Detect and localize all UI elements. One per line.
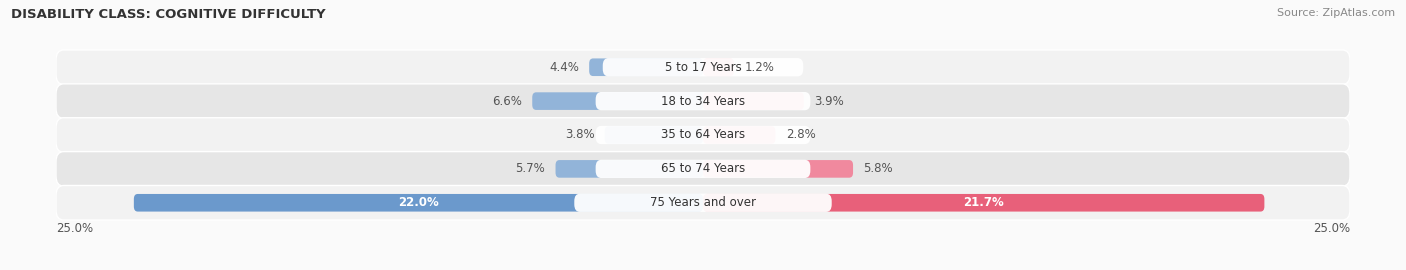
FancyBboxPatch shape (703, 92, 804, 110)
Text: 1.2%: 1.2% (744, 61, 775, 74)
Text: DISABILITY CLASS: COGNITIVE DIFFICULTY: DISABILITY CLASS: COGNITIVE DIFFICULTY (11, 8, 326, 21)
Text: 25.0%: 25.0% (56, 222, 93, 235)
Text: 22.0%: 22.0% (398, 196, 439, 209)
Text: 5.7%: 5.7% (516, 162, 546, 176)
Text: 3.9%: 3.9% (814, 94, 844, 108)
FancyBboxPatch shape (703, 126, 776, 144)
FancyBboxPatch shape (574, 194, 832, 212)
Text: 3.8%: 3.8% (565, 129, 595, 141)
Text: 4.4%: 4.4% (548, 61, 579, 74)
FancyBboxPatch shape (56, 50, 1350, 85)
Text: 5 to 17 Years: 5 to 17 Years (665, 61, 741, 74)
FancyBboxPatch shape (703, 58, 734, 76)
Text: 2.8%: 2.8% (786, 129, 815, 141)
FancyBboxPatch shape (134, 194, 703, 212)
FancyBboxPatch shape (596, 92, 810, 110)
Text: 6.6%: 6.6% (492, 94, 522, 108)
Text: 35 to 64 Years: 35 to 64 Years (661, 129, 745, 141)
FancyBboxPatch shape (703, 160, 853, 178)
Text: Source: ZipAtlas.com: Source: ZipAtlas.com (1277, 8, 1395, 18)
FancyBboxPatch shape (603, 58, 803, 76)
Text: 75 Years and over: 75 Years and over (650, 196, 756, 209)
FancyBboxPatch shape (56, 151, 1350, 186)
Text: 21.7%: 21.7% (963, 196, 1004, 209)
Text: 25.0%: 25.0% (1313, 222, 1350, 235)
Text: 18 to 34 Years: 18 to 34 Years (661, 94, 745, 108)
FancyBboxPatch shape (533, 92, 703, 110)
FancyBboxPatch shape (589, 58, 703, 76)
FancyBboxPatch shape (56, 185, 1350, 220)
Text: 5.8%: 5.8% (863, 162, 893, 176)
FancyBboxPatch shape (596, 126, 810, 144)
FancyBboxPatch shape (605, 126, 703, 144)
FancyBboxPatch shape (703, 194, 1264, 212)
FancyBboxPatch shape (56, 118, 1350, 152)
FancyBboxPatch shape (596, 160, 810, 178)
FancyBboxPatch shape (56, 84, 1350, 119)
FancyBboxPatch shape (555, 160, 703, 178)
Text: 65 to 74 Years: 65 to 74 Years (661, 162, 745, 176)
